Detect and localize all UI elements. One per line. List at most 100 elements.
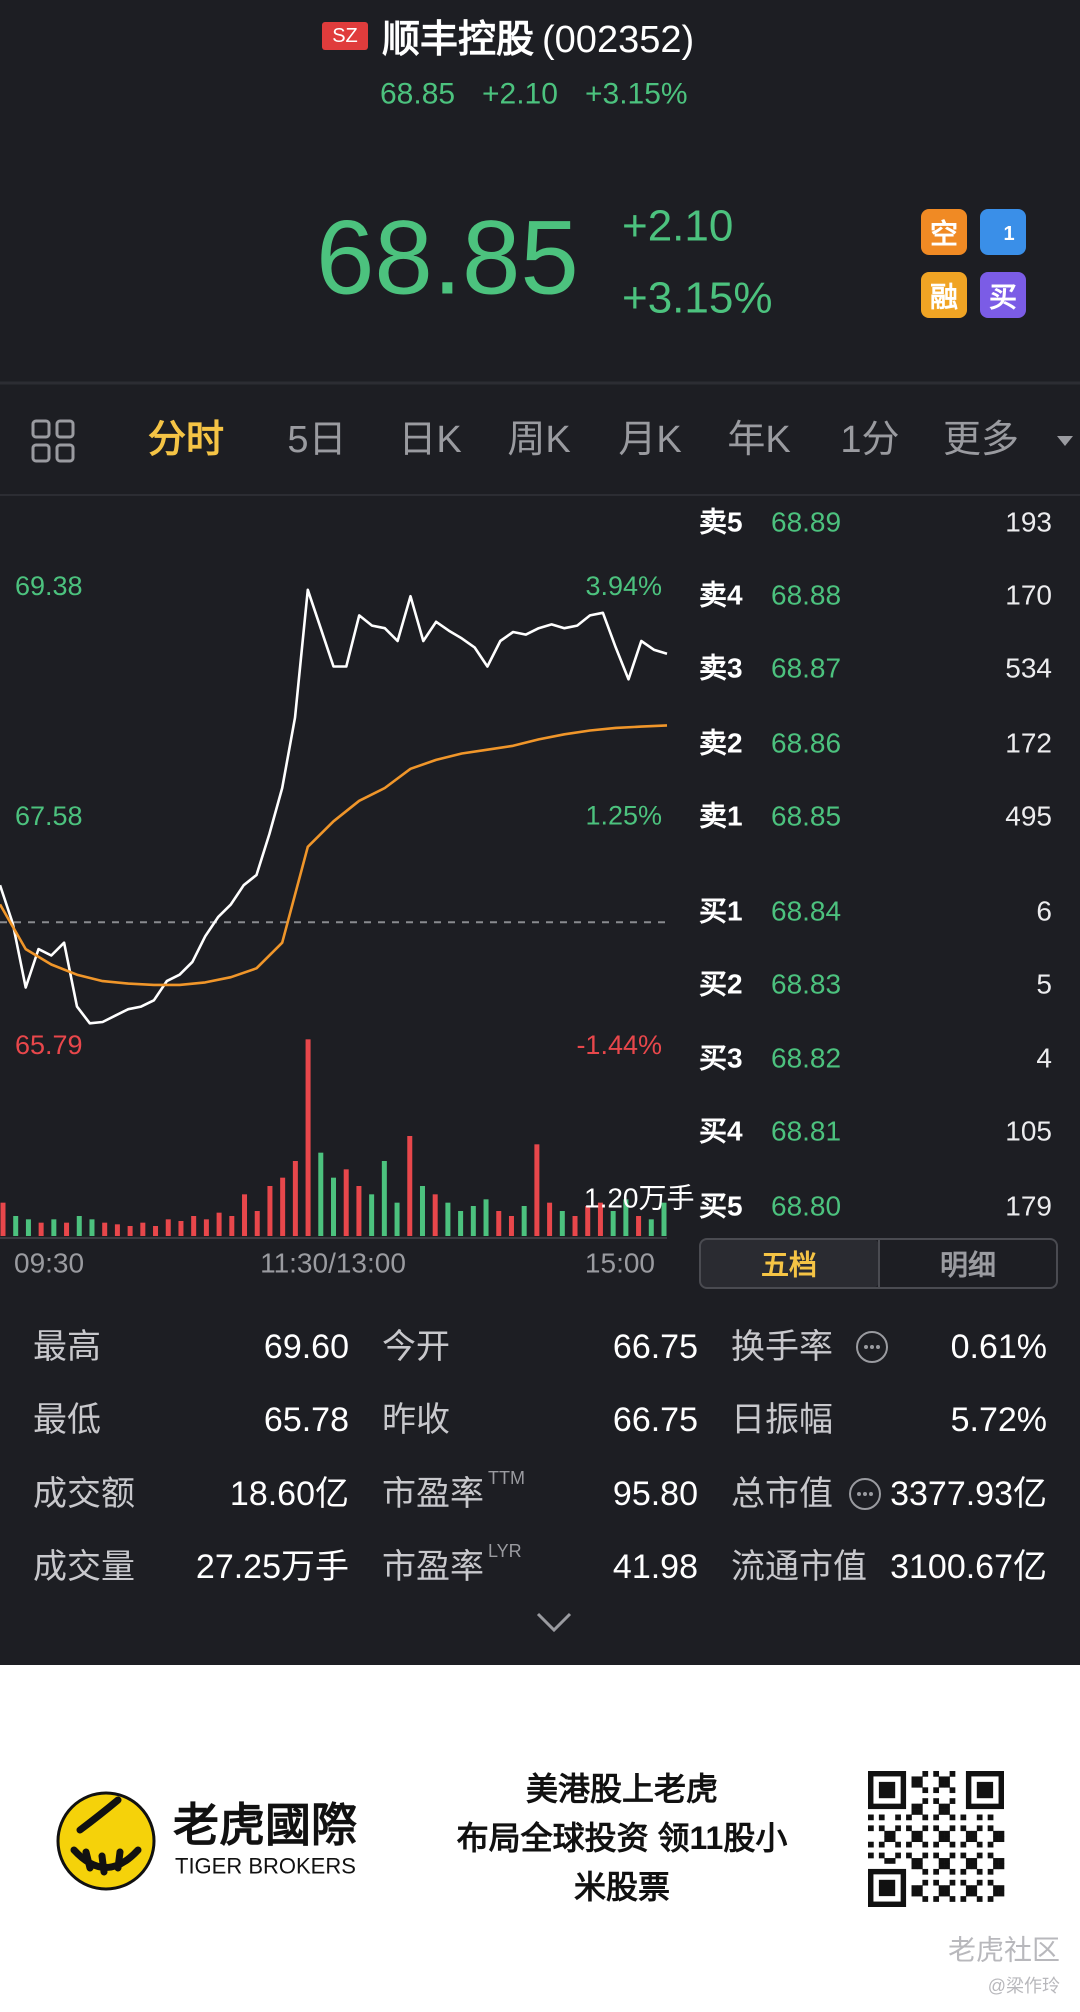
volume-bar xyxy=(242,1194,248,1236)
volume-bar xyxy=(318,1152,324,1236)
stat-value: 3377.93亿 xyxy=(890,1475,1047,1513)
info-icon-dot xyxy=(863,1492,867,1496)
qr-finder xyxy=(976,1781,994,1799)
qr-module xyxy=(944,1885,950,1891)
feature-badge[interactable] xyxy=(921,209,967,255)
quote-price: 68.85 xyxy=(316,200,579,317)
feature-badge-text[interactable]: 空 xyxy=(930,218,958,250)
chart-tab[interactable]: 月K xyxy=(618,419,681,461)
chart-tab[interactable]: 1分 xyxy=(840,419,899,461)
quote-change: +2.10 xyxy=(622,202,733,251)
qr-module xyxy=(933,1896,940,1902)
qr-module xyxy=(938,1890,945,1897)
chart-tab[interactable]: 更多 xyxy=(943,419,1019,461)
qr-module xyxy=(895,1814,901,1821)
qr-module xyxy=(868,1814,874,1821)
feature-badge[interactable] xyxy=(980,272,1026,318)
feature-badge[interactable] xyxy=(921,272,967,318)
volume-bar xyxy=(661,1202,667,1236)
layout-icon[interactable] xyxy=(31,419,75,463)
qr-module xyxy=(868,1825,874,1832)
qr-module xyxy=(922,1896,929,1902)
qr-module xyxy=(960,1896,967,1902)
price-axis-label: 67.58 xyxy=(15,801,83,831)
feature-badge-text[interactable]: 买 xyxy=(989,282,1017,313)
watermark: 老虎社区 xyxy=(948,1935,1060,1966)
logo-stripes xyxy=(70,1796,142,1876)
order-label: 卖3 xyxy=(699,653,743,684)
volume-bar xyxy=(597,1202,603,1236)
qr-module xyxy=(922,1787,929,1794)
volume-bar xyxy=(292,1161,298,1236)
brand-name-en: TIGER BROKERS xyxy=(175,1854,356,1879)
chart-tab[interactable]: 日K xyxy=(398,419,461,461)
chart-tab[interactable]: 年K xyxy=(727,419,790,461)
feature-badge-text[interactable]: 融 xyxy=(930,282,958,313)
volume-bar xyxy=(89,1219,95,1236)
time-axis-label: 09:30 xyxy=(14,1248,84,1279)
stat-value: 66.75 xyxy=(613,1328,698,1366)
order-label: 买2 xyxy=(699,969,743,1000)
time-axis-label: 15:00 xyxy=(585,1248,655,1279)
qr-module xyxy=(998,1836,1005,1843)
volume-bar xyxy=(432,1194,438,1236)
feature-badge[interactable] xyxy=(980,209,1026,255)
volume-bar xyxy=(38,1222,44,1236)
qr-module xyxy=(922,1798,929,1804)
book-tab[interactable]: 明细 xyxy=(940,1249,996,1281)
info-icon[interactable] xyxy=(849,1478,881,1510)
stat-label: 最低 xyxy=(33,1401,101,1439)
order-price: 68.89 xyxy=(771,507,841,538)
chart-tab[interactable]: 周K xyxy=(507,419,570,461)
qr-module xyxy=(916,1858,923,1864)
qr-module xyxy=(938,1781,945,1788)
volume-bar xyxy=(394,1202,400,1236)
feature-badge-text[interactable]: 1 xyxy=(1003,223,1014,245)
qr-module xyxy=(987,1896,994,1902)
qr-module xyxy=(922,1771,929,1777)
info-icon[interactable] xyxy=(856,1331,888,1363)
qr-module xyxy=(889,1830,896,1837)
qr-module xyxy=(971,1863,978,1870)
more-arrow[interactable] xyxy=(1057,436,1073,446)
stat-label: 成交量 xyxy=(33,1548,135,1586)
stat-value: 3100.67亿 xyxy=(890,1548,1047,1586)
order-quantity: 172 xyxy=(1005,728,1052,759)
order-price: 68.86 xyxy=(771,728,841,759)
qr-module xyxy=(911,1781,918,1788)
chart-tab[interactable]: 5日 xyxy=(287,419,346,461)
volume-bar xyxy=(127,1226,133,1236)
volume-bar xyxy=(64,1222,70,1236)
qr-module xyxy=(949,1771,956,1777)
volume-bar xyxy=(216,1212,222,1236)
expand-chevron[interactable] xyxy=(536,1612,572,1633)
qr-module xyxy=(922,1879,929,1886)
qr-module xyxy=(976,1896,983,1902)
chart-tab[interactable]: 分时 xyxy=(148,419,224,461)
qr-module xyxy=(971,1830,978,1837)
slogan-line: 布局全球投资 领11股小 xyxy=(457,1820,788,1856)
author: @梁作玲 xyxy=(988,1976,1060,1996)
volume-bar xyxy=(572,1216,578,1236)
info-icon-dot xyxy=(857,1492,861,1496)
qr-module xyxy=(916,1836,923,1843)
book-tab-active xyxy=(700,1239,879,1288)
qr-module xyxy=(993,1830,999,1837)
qr-module xyxy=(895,1841,901,1848)
volume-bar xyxy=(280,1177,286,1236)
book-tab[interactable]: 五档 xyxy=(761,1250,817,1281)
order-label: 买1 xyxy=(699,896,743,927)
stat-value: 66.75 xyxy=(613,1401,698,1439)
volume-bar xyxy=(407,1136,413,1236)
volume-bar xyxy=(178,1221,184,1236)
order-label: 买3 xyxy=(699,1043,743,1074)
qr-module xyxy=(965,1885,972,1891)
qr-module xyxy=(911,1885,918,1891)
order-label: 卖1 xyxy=(699,801,743,832)
stat-label: 换手率 xyxy=(731,1328,833,1366)
qr-module xyxy=(911,1776,918,1783)
volume-bar xyxy=(508,1216,514,1236)
volume-bar xyxy=(102,1222,108,1236)
volume-bar xyxy=(51,1219,57,1236)
